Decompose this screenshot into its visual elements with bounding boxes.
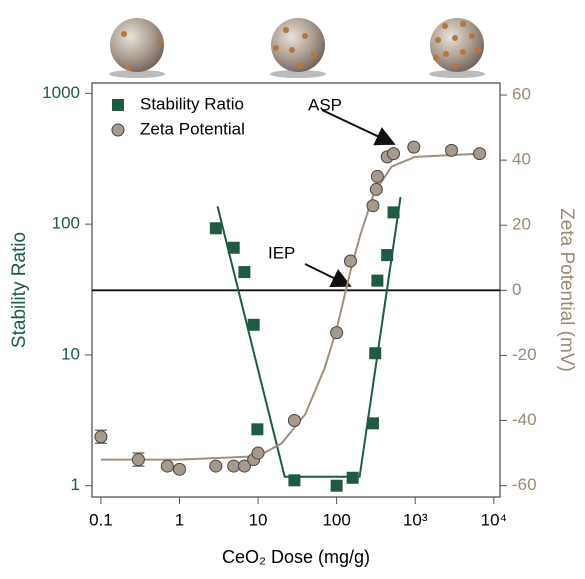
y-axis-label: Stability Ratio [9,232,30,348]
point [369,347,382,360]
point [131,453,145,467]
y2-tick-label: 0 [512,280,521,299]
x-tick-label: 0.1 [89,510,113,529]
point [407,140,421,154]
y-tick-label: 100 [52,214,80,233]
point [387,206,400,219]
point [247,318,260,331]
y2-tick-label: -60 [512,475,537,494]
point [387,147,401,161]
y2-tick-label: 60 [512,85,531,104]
x-tick-label: 1 [175,510,184,529]
point [227,241,240,254]
point [445,143,459,157]
point [346,471,359,484]
point [172,462,186,476]
point [237,459,251,473]
point [238,266,251,279]
y2-tick-label: -20 [512,345,537,364]
fit-line [216,196,402,478]
particle-icons [109,18,485,78]
point [160,459,174,473]
point [381,249,394,262]
point [369,182,383,196]
y2-tick-label: 40 [512,150,531,169]
annotation: IEP [268,243,295,262]
legend-label: Zeta Potential [140,119,245,138]
point [94,430,108,444]
point [209,222,222,235]
point [366,417,379,430]
point [366,199,380,213]
y-tick-label: 10 [61,344,80,363]
iep-arrow [304,263,352,287]
point [288,474,301,487]
point [209,459,223,473]
point [371,274,384,287]
point [473,147,487,161]
annotation: ASP [308,95,342,114]
y2-tick-label: 20 [512,215,531,234]
legend-marker [112,99,124,111]
legend-marker [111,123,125,137]
point [251,423,264,436]
point [251,446,265,460]
legend-label: Stability Ratio [140,94,244,113]
x-tick-label: 10³ [403,510,428,529]
point [343,254,357,268]
x-axis-label: CeO₂ Dose (mg/g) [222,547,370,567]
point [287,414,301,428]
x-tick-label: 10 [249,510,268,529]
point [330,326,344,340]
x-tick-label: 10⁴ [481,510,507,529]
point [370,169,384,183]
x-tick-label: 100 [322,510,350,529]
y2-axis-label: Zeta Potential (mV) [556,208,577,372]
y-tick-label: 1000 [42,83,80,102]
point [330,479,343,492]
asp-arrow [321,109,396,146]
y2-tick-label: -40 [512,410,537,429]
fit-line [100,152,482,461]
y-tick-label: 1 [71,475,80,494]
